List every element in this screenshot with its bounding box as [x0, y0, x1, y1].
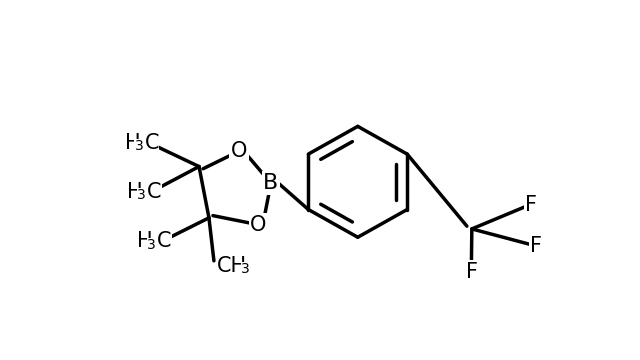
Text: C: C — [157, 231, 172, 251]
Text: O: O — [230, 141, 247, 161]
Text: C: C — [145, 133, 159, 153]
Text: 3: 3 — [147, 238, 156, 252]
Text: CH: CH — [216, 256, 246, 276]
Text: 3: 3 — [134, 139, 143, 153]
Text: 3: 3 — [137, 188, 146, 202]
Text: 3: 3 — [241, 262, 250, 276]
Text: H: H — [137, 231, 153, 251]
Text: F: F — [466, 262, 478, 282]
Text: F: F — [525, 195, 538, 215]
Text: F: F — [531, 235, 542, 256]
Text: O: O — [250, 215, 267, 235]
Text: B: B — [263, 173, 278, 193]
Text: H: H — [125, 133, 140, 153]
Text: H: H — [127, 181, 143, 202]
Text: C: C — [147, 181, 161, 202]
